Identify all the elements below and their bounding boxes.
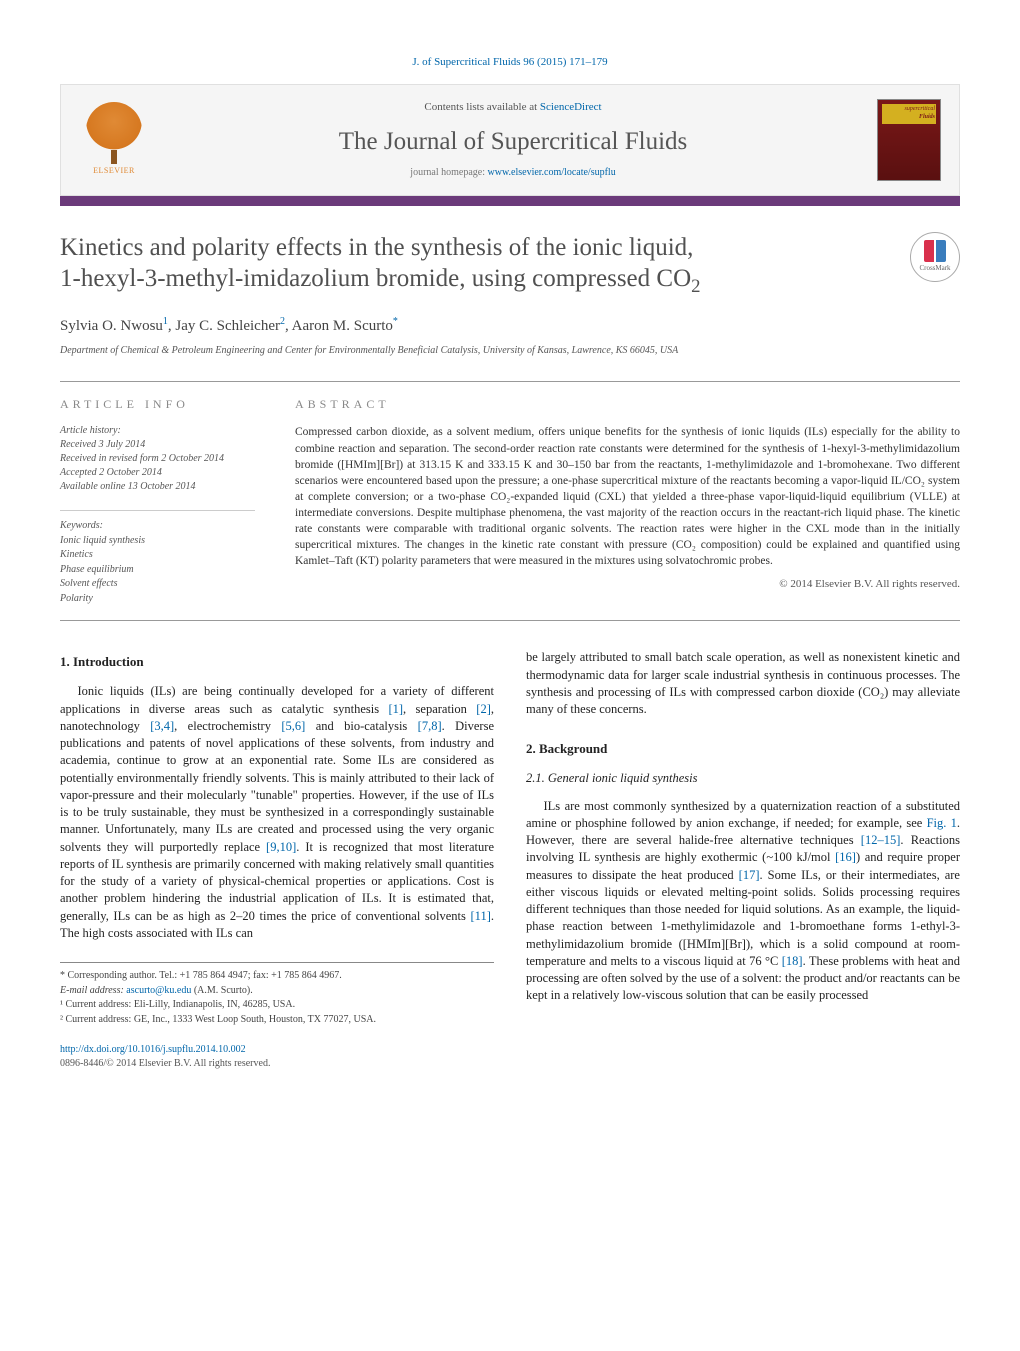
contents-prefix: Contents lists available at <box>424 101 539 113</box>
keyword-5: Polarity <box>60 593 93 604</box>
keyword-4: Solvent effects <box>60 578 117 589</box>
body-columns: 1. Introduction Ionic liquids (ILs) are … <box>60 649 960 1070</box>
right-column: be largely attributed to small batch sca… <box>526 649 960 1070</box>
crossmark-badge[interactable]: CrossMark <box>910 232 960 282</box>
author-sep-1: , Jay C. Schleicher <box>168 318 280 334</box>
ref-5-6[interactable]: [5,6] <box>281 719 305 733</box>
ref-11[interactable]: [11] <box>471 909 491 923</box>
abstract-text: Compressed carbon dioxide, as a solvent … <box>295 424 960 569</box>
author-sep-2: , Aaron M. Scurto <box>285 318 393 334</box>
keywords-label: Keywords: <box>60 520 103 531</box>
keywords-block: Keywords: Ionic liquid synthesis Kinetic… <box>60 510 255 606</box>
cover-label: supercritical Fluids <box>882 104 936 122</box>
article-title: Kinetics and polarity effects in the syn… <box>60 232 894 299</box>
author-3-sup: * <box>393 316 398 327</box>
ref-1[interactable]: [1] <box>388 702 403 716</box>
contents-line: Contents lists available at ScienceDirec… <box>149 100 877 115</box>
doi-block: http://dx.doi.org/10.1016/j.supflu.2014.… <box>60 1043 494 1071</box>
sciencedirect-link[interactable]: ScienceDirect <box>540 101 602 113</box>
section-2-heading: 2. Background <box>526 740 960 758</box>
journal-header-band: ELSEVIER Contents lists available at Sci… <box>60 84 960 196</box>
homepage-prefix: journal homepage: <box>410 167 487 178</box>
section-2-1-heading: 2.1. General ionic liquid synthesis <box>526 770 960 787</box>
homepage-line: journal homepage: www.elsevier.com/locat… <box>149 166 877 180</box>
elsevier-label: ELSEVIER <box>93 166 135 177</box>
left-column: 1. Introduction Ionic liquids (ILs) are … <box>60 649 494 1070</box>
ref-7-8[interactable]: [7,8] <box>418 719 442 733</box>
corresponding-author: * Corresponding author. Tel.: +1 785 864… <box>60 969 494 984</box>
footnote-1: ¹ Current address: Eli-Lilly, Indianapol… <box>60 998 494 1013</box>
received-date: Received 3 July 2014 <box>60 439 145 450</box>
doi-link[interactable]: http://dx.doi.org/10.1016/j.supflu.2014.… <box>60 1044 246 1055</box>
abstract-copyright: © 2014 Elsevier B.V. All rights reserved… <box>295 577 960 592</box>
journal-reference: J. of Supercritical Fluids 96 (2015) 171… <box>60 55 960 70</box>
fig-1-link[interactable]: Fig. 1 <box>927 816 957 830</box>
email-link[interactable]: ascurto@ku.edu <box>126 985 191 996</box>
ref-12-15[interactable]: [12–15] <box>861 833 901 847</box>
ref-2[interactable]: [2] <box>476 702 491 716</box>
footnotes: * Corresponding author. Tel.: +1 785 864… <box>60 962 494 1027</box>
background-paragraph-1: ILs are most commonly synthesized by a q… <box>526 798 960 1005</box>
title-line-2: 1-hexyl-3-methyl-imidazolium bromide, us… <box>60 265 691 292</box>
meta-block: article info Article history: Received 3… <box>60 381 960 621</box>
article-info-heading: article info <box>60 396 255 412</box>
keyword-3: Phase equilibrium <box>60 564 134 575</box>
ref-17[interactable]: [17] <box>739 868 760 882</box>
crossmark-label: CrossMark <box>919 264 950 273</box>
ref-16[interactable]: [16] <box>835 850 856 864</box>
author-list: Sylvia O. Nwosu1, Jay C. Schleicher2, Aa… <box>60 315 960 336</box>
keyword-2: Kinetics <box>60 549 93 560</box>
history-label: Article history: <box>60 425 121 436</box>
email-line: E-mail address: ascurto@ku.edu (A.M. Scu… <box>60 984 494 999</box>
online-date: Available online 13 October 2014 <box>60 481 196 492</box>
ref-3-4[interactable]: [3,4] <box>150 719 174 733</box>
issn-copyright: 0896-8446/© 2014 Elsevier B.V. All right… <box>60 1058 270 1069</box>
header-rule <box>60 196 960 206</box>
homepage-link[interactable]: www.elsevier.com/locate/supflu <box>488 167 616 178</box>
cover-thumbnail: supercritical Fluids <box>877 99 941 181</box>
journal-title: The Journal of Supercritical Fluids <box>149 125 877 159</box>
elsevier-tree-icon <box>86 102 142 158</box>
intro-paragraph-1: Ionic liquids (ILs) are being continuall… <box>60 683 494 942</box>
accepted-date: Accepted 2 October 2014 <box>60 467 162 478</box>
ref-18[interactable]: [18] <box>782 954 803 968</box>
author-1: Sylvia O. Nwosu <box>60 318 163 334</box>
affiliation: Department of Chemical & Petroleum Engin… <box>60 344 960 358</box>
article-history: Article history: Received 3 July 2014 Re… <box>60 424 255 494</box>
crossmark-icon <box>924 240 946 262</box>
abstract-heading: abstract <box>295 396 960 412</box>
keyword-1: Ionic liquid synthesis <box>60 535 145 546</box>
title-subscript: 2 <box>691 276 700 297</box>
elsevier-logo: ELSEVIER <box>79 101 149 179</box>
revised-date: Received in revised form 2 October 2014 <box>60 453 224 464</box>
footnote-2: ² Current address: GE, Inc., 1333 West L… <box>60 1013 494 1028</box>
title-line-1: Kinetics and polarity effects in the syn… <box>60 234 693 261</box>
ref-9-10[interactable]: [9,10] <box>266 840 296 854</box>
intro-paragraph-1-cont: be largely attributed to small batch sca… <box>526 649 960 718</box>
section-1-heading: 1. Introduction <box>60 653 494 671</box>
